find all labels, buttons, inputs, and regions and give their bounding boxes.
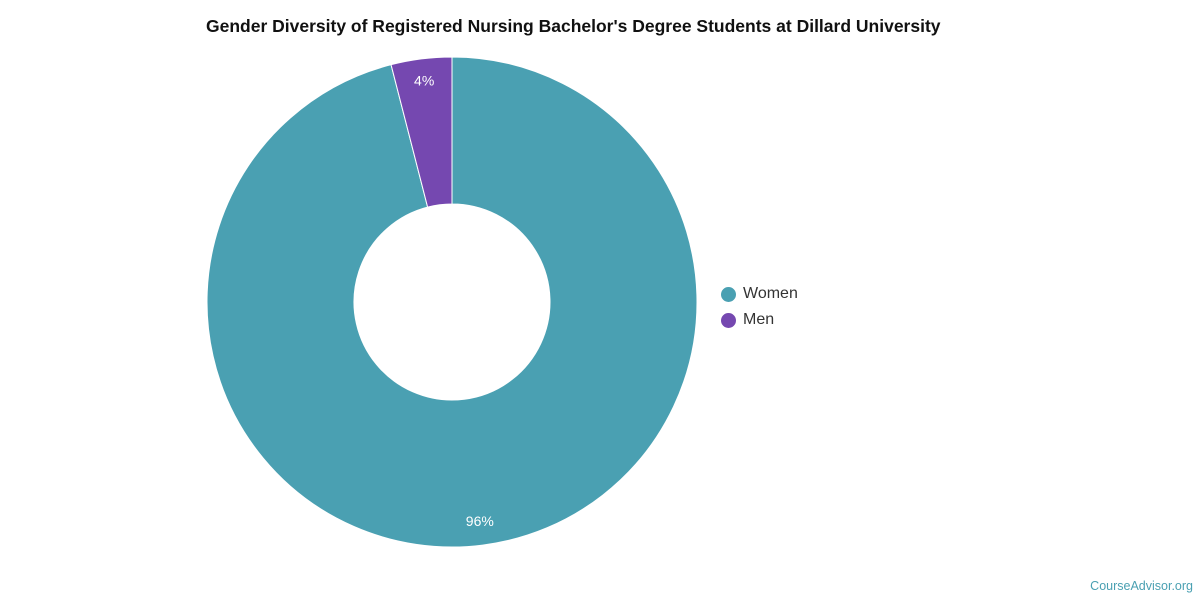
legend-label-men: Men — [743, 311, 775, 328]
legend-swatch-women — [721, 286, 736, 302]
legend-item-men[interactable]: Men — [721, 307, 798, 333]
legend-label-women: Women — [743, 285, 798, 302]
source-credit[interactable]: CourseAdvisor.org — [1090, 579, 1193, 593]
chart-title: Gender Diversity of Registered Nursing B… — [206, 16, 941, 36]
slice-labels: 96% 4% — [414, 72, 494, 528]
legend: Women Men — [721, 281, 798, 333]
slice-label-men: 4% — [414, 72, 434, 88]
legend-swatch-men — [721, 312, 736, 328]
slice-men[interactable] — [390, 56, 453, 208]
slice-women[interactable] — [206, 56, 698, 548]
donut-slices — [206, 56, 698, 548]
legend-item-women[interactable]: Women — [721, 281, 798, 307]
slice-label-women: 96% — [466, 513, 494, 529]
